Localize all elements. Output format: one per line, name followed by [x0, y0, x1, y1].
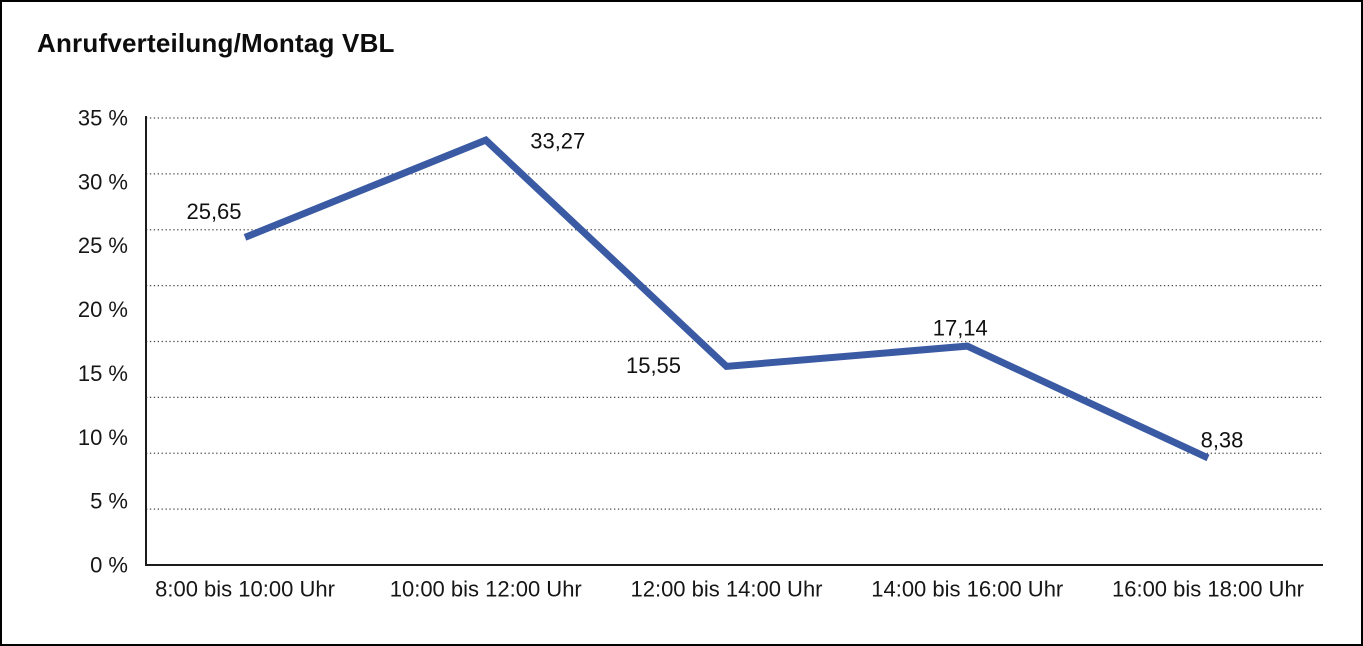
y-tick-label: 20 % — [78, 297, 128, 322]
x-tick-label: 12:00 bis 14:00 Uhr — [630, 577, 822, 602]
data-point-label: 33,27 — [530, 129, 585, 154]
y-tick-label: 15 % — [78, 361, 128, 386]
x-tick-label: 14:00 bis 16:00 Uhr — [871, 577, 1063, 602]
data-point-label: 17,14 — [933, 316, 988, 341]
data-point-label: 25,65 — [186, 199, 241, 224]
y-tick-label: 35 % — [78, 106, 128, 131]
x-tick-label: 10:00 bis 12:00 Uhr — [390, 577, 582, 602]
y-tick-label: 30 % — [78, 169, 128, 194]
y-tick-label: 25 % — [78, 233, 128, 258]
y-tick-label: 5 % — [90, 489, 128, 514]
x-tick-label: 16:00 bis 18:00 Uhr — [1112, 577, 1304, 602]
data-line — [243, 136, 1210, 462]
y-tick-label: 0 % — [90, 553, 128, 578]
data-point-label: 8,38 — [1201, 427, 1244, 452]
chart-title: Anrufverteilung/Montag VBL — [37, 28, 395, 58]
data-point-label: 15,55 — [626, 353, 681, 378]
x-tick-label: 8:00 bis 10:00 Uhr — [155, 577, 335, 602]
y-tick-label: 10 % — [78, 425, 128, 450]
